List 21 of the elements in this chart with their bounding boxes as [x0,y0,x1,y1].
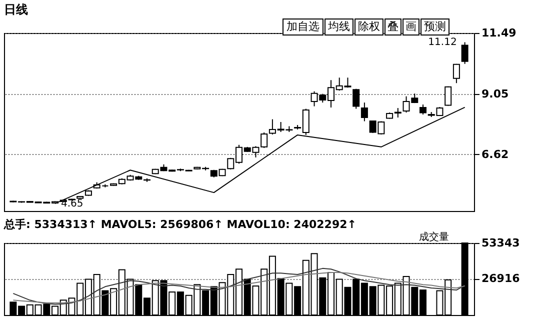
candlestick [452,63,460,84]
candlestick [461,42,468,64]
annotation: 11.12 [428,37,457,48]
text: 叠 [388,20,398,33]
text: 画 [406,20,416,33]
candlestick [360,102,368,122]
y-tick-label: 53343 [482,236,520,250]
chart-title: 总手: 5334313↑ MAVOL5: 2569806↑ MAVOL10: 2402292↑ [3,218,356,231]
text: 均线 [327,20,350,33]
text: 预测 [424,20,446,33]
y-tick-label: 26916 [482,272,520,286]
text: 加自选 [286,20,320,33]
y-tick-label: 6.62 [482,148,509,161]
y-tick-label: 11.49 [482,26,516,40]
candlestick [352,88,360,110]
y-tick-label: 9.05 [482,87,509,100]
text: 成交量 [419,231,449,243]
chart-title: 日线 [4,2,28,16]
text: 除权 [358,20,380,33]
candlestick [420,104,426,116]
candlestick [444,86,452,106]
